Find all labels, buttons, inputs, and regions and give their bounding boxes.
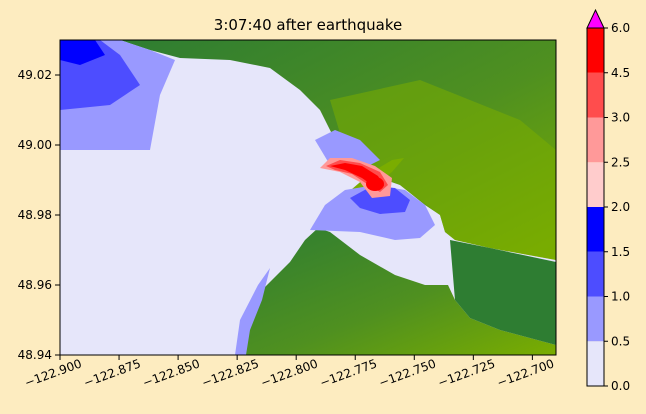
y-tick-label: 48.98 bbox=[18, 208, 52, 222]
x-tick-label: −122.800 bbox=[259, 356, 320, 390]
colorbar-extend-arrow bbox=[586, 8, 605, 29]
y-tick-label: 49.02 bbox=[18, 68, 52, 82]
y-tick-label: 48.96 bbox=[18, 278, 52, 292]
colorbar-segment bbox=[587, 72, 604, 118]
wave-field-deep bbox=[60, 40, 105, 65]
colorbar-tick-label: 0.5 bbox=[611, 334, 630, 348]
land-light-north bbox=[330, 80, 556, 260]
colorbar-segment bbox=[587, 251, 604, 297]
wave-ring-inner bbox=[350, 186, 410, 214]
colorbar-tick-label: 1.5 bbox=[611, 245, 630, 259]
colorbar: 0.0 0.5 1.0 1.5 2.0 2.5 3.0 4.5 6.0 bbox=[586, 8, 630, 393]
colorbar-tick-label: 6.0 bbox=[611, 21, 630, 35]
colorbar-segment bbox=[587, 117, 604, 163]
colorbar-tick-label: 4.5 bbox=[611, 66, 630, 80]
y-tick-label: 49.00 bbox=[18, 138, 52, 152]
colorbar-segment bbox=[587, 28, 604, 73]
colorbar-segment bbox=[587, 207, 604, 252]
x-tick-label: −122.750 bbox=[377, 356, 438, 390]
x-tick-label: −122.850 bbox=[141, 356, 202, 390]
colorbar-tick-label: 3.0 bbox=[611, 111, 630, 125]
x-tick-label: −122.725 bbox=[436, 356, 497, 390]
plume-hotspot bbox=[366, 177, 384, 191]
chart-title: 3:07:40 after earthquake bbox=[214, 16, 402, 34]
x-tick-label: −122.775 bbox=[318, 356, 379, 390]
x-tick-label: −122.825 bbox=[200, 356, 261, 390]
x-tick-label: −122.700 bbox=[495, 356, 556, 390]
colorbar-segment bbox=[587, 296, 604, 342]
y-axis: 48.94 48.96 48.98 49.00 49.02 bbox=[18, 68, 60, 362]
plot-area bbox=[60, 40, 556, 355]
x-tick-label: −122.875 bbox=[82, 356, 143, 390]
colorbar-segment bbox=[587, 341, 604, 386]
colorbar-tick-label: 2.5 bbox=[611, 155, 630, 169]
colorbar-tick-label: 1.0 bbox=[611, 290, 630, 304]
y-tick-label: 48.94 bbox=[18, 348, 52, 362]
wave-shore-strip bbox=[235, 268, 270, 355]
land-south bbox=[240, 228, 556, 355]
colorbar-tick-label: 2.0 bbox=[611, 200, 630, 214]
x-axis: −122.900−122.875−122.850−122.825−122.800… bbox=[23, 355, 556, 390]
land-south-east bbox=[450, 240, 556, 345]
colorbar-tick-label: 0.0 bbox=[611, 379, 630, 393]
colorbar-segment bbox=[587, 162, 604, 207]
plot-frame bbox=[59, 39, 557, 356]
